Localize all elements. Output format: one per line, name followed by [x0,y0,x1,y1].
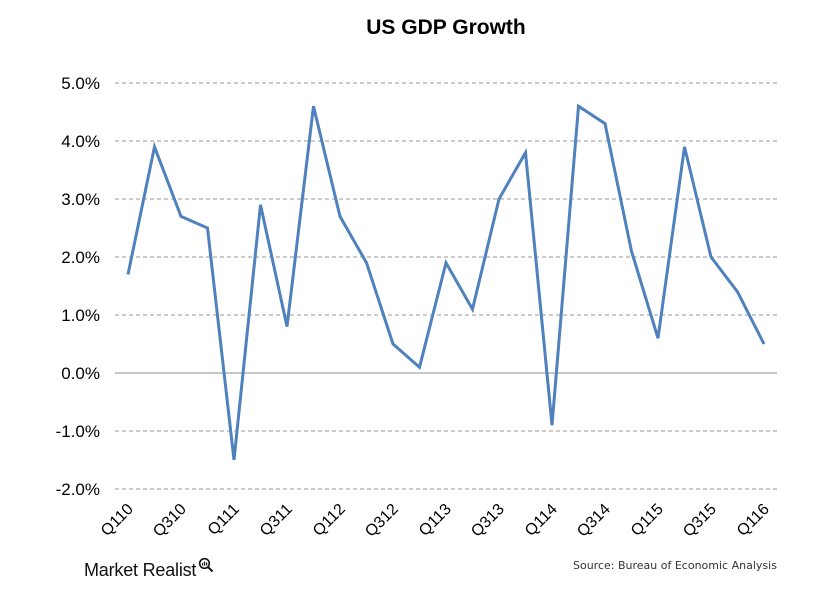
x-tick-label: Q311 [257,501,296,540]
x-tick-label: Q310 [150,501,190,541]
x-tick-label: Q315 [680,501,720,541]
y-tick-label: -1.0% [56,422,100,441]
x-tick-label: Q114 [522,501,561,540]
series-group [126,103,766,461]
x-tick-label: Q116 [734,501,773,540]
x-tick-label: Q113 [416,501,455,540]
x-tick-label: Q313 [468,501,508,541]
x-tick-label: Q112 [310,501,349,540]
x-tick-label: Q314 [574,501,614,541]
gdp-growth-line [126,103,766,461]
y-tick-label: 2.0% [61,248,100,267]
y-tick-label: 3.0% [61,190,100,209]
source-note: Source: Bureau of Economic Analysis [573,559,777,572]
y-tick-label: 4.0% [61,132,100,151]
x-axis-ticks: Q110 Q310 Q111 Q311 Q112 Q312 Q113 Q313 Q114 Q314… [98,501,773,541]
y-tick-label: 1.0% [61,306,100,325]
x-tick-label: Q111 [205,501,243,539]
chart-title: US GDP Growth [366,16,525,39]
x-tick-label: Q110 [98,501,137,540]
magnifier-icon [198,557,214,573]
y-axis-ticks: 5.0% 4.0% 3.0% 2.0% 1.0% 0.0% -1.0% -2.0% [56,74,100,499]
logo-text: Market Realist [84,560,197,580]
y-tick-label: 0.0% [61,364,100,383]
x-tick-label: Q312 [362,501,402,541]
market-realist-logo: Market Realist [84,557,214,581]
x-tick-label: Q115 [628,501,667,540]
y-tick-label: -2.0% [56,480,100,499]
y-tick-label: 5.0% [61,74,100,93]
